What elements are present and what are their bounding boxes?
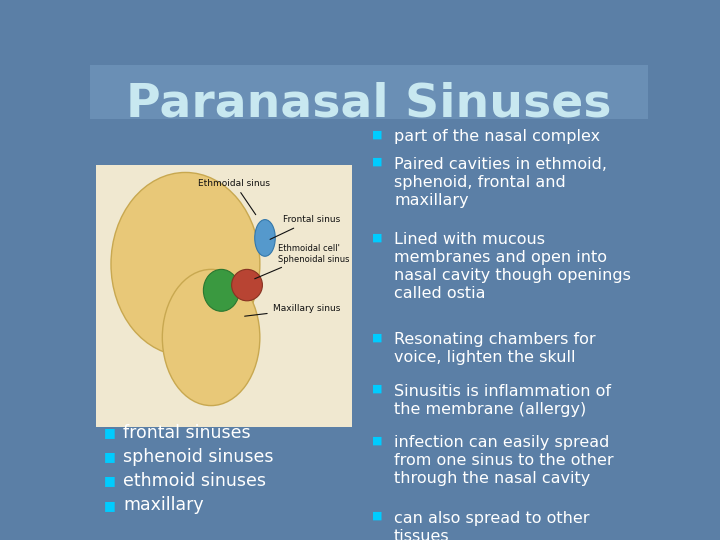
Text: Maxillary sinus: Maxillary sinus [245, 304, 340, 316]
Text: ■: ■ [372, 511, 382, 521]
Text: infection can easily spread
from one sinus to the other
through the nasal cavity: infection can easily spread from one sin… [394, 435, 613, 487]
Text: ■: ■ [104, 426, 116, 439]
FancyBboxPatch shape [90, 65, 648, 119]
Text: sphenoid sinuses: sphenoid sinuses [124, 448, 274, 466]
Ellipse shape [255, 220, 275, 256]
Text: can also spread to other
tissues: can also spread to other tissues [394, 511, 590, 540]
Text: Ethmoidal cell'
Sphenoidal sinus: Ethmoidal cell' Sphenoidal sinus [255, 244, 349, 279]
Text: Ethmoidal sinus: Ethmoidal sinus [198, 179, 270, 215]
FancyBboxPatch shape [96, 165, 352, 427]
Text: part of the nasal complex: part of the nasal complex [394, 129, 600, 144]
Text: ■: ■ [104, 498, 116, 511]
Text: Lined with mucous
membranes and open into
nasal cavity though openings
called os: Lined with mucous membranes and open int… [394, 232, 631, 301]
Text: ethmoid sinuses: ethmoid sinuses [124, 472, 266, 490]
Ellipse shape [232, 269, 262, 301]
Text: Resonating chambers for
voice, lighten the skull: Resonating chambers for voice, lighten t… [394, 332, 595, 365]
Text: ■: ■ [372, 157, 382, 167]
Text: ■: ■ [372, 232, 382, 242]
Text: ■: ■ [104, 450, 116, 463]
Text: ■: ■ [372, 435, 382, 445]
Text: Sinusitis is inflammation of
the membrane (allergy): Sinusitis is inflammation of the membran… [394, 384, 611, 417]
Text: maxillary: maxillary [124, 496, 204, 514]
Ellipse shape [203, 269, 239, 311]
Text: ■: ■ [372, 384, 382, 394]
Text: ■: ■ [372, 332, 382, 342]
Text: ■: ■ [372, 129, 382, 139]
Text: Paired cavities in ethmoid,
sphenoid, frontal and
maxillary: Paired cavities in ethmoid, sphenoid, fr… [394, 157, 607, 208]
Ellipse shape [111, 172, 260, 356]
Text: frontal sinuses: frontal sinuses [124, 424, 251, 442]
Ellipse shape [162, 269, 260, 406]
Text: Paranasal Sinuses: Paranasal Sinuses [126, 82, 612, 126]
Text: Frontal sinus: Frontal sinus [270, 215, 341, 239]
Text: ■: ■ [104, 475, 116, 488]
